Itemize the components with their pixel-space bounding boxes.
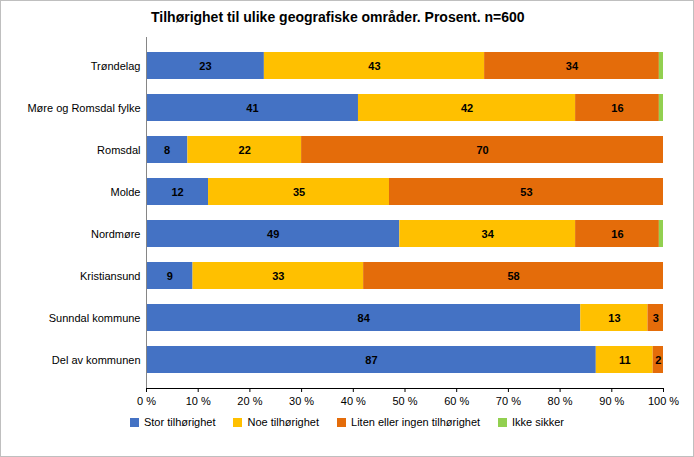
html-text:Tilhørighet til ulike geografi: Tilhørighet til ulike geografiske område… [151, 9, 525, 25]
svg-text:33: 33 [272, 270, 284, 282]
svg-text:42: 42 [461, 102, 473, 114]
html-text:Noe tilhørighet: Noe tilhørighet [247, 416, 319, 428]
svg-text:80 %: 80 % [548, 395, 573, 407]
svg-text:0 %: 0 % [137, 395, 156, 407]
svg-text:Trøndelag: Trøndelag [91, 60, 141, 72]
svg-text:90 %: 90 % [599, 395, 624, 407]
svg-text:84: 84 [358, 312, 371, 324]
svg-text:87: 87 [365, 354, 377, 366]
svg-text:9: 9 [167, 270, 173, 282]
svg-text:8: 8 [164, 144, 170, 156]
svg-text:3: 3 [653, 312, 659, 324]
svg-text:Del av kommunen: Del av kommunen [52, 354, 141, 366]
svg-text:49: 49 [267, 228, 279, 240]
svg-text:16: 16 [611, 102, 623, 114]
svg-text:2: 2 [655, 354, 661, 366]
svg-text:40 %: 40 % [341, 395, 366, 407]
svg-text:34: 34 [566, 60, 579, 72]
svg-text:23: 23 [199, 60, 211, 72]
svg-text:Møre og Romsdal fylke: Møre og Romsdal fylke [27, 102, 140, 114]
svg-text:Nordmøre: Nordmøre [91, 228, 141, 240]
svg-text:60 %: 60 % [444, 395, 469, 407]
html-text:Stor tilhørighet: Stor tilhørighet [144, 416, 216, 428]
svg-text:41: 41 [246, 102, 258, 114]
svg-text:34: 34 [482, 228, 495, 240]
svg-text:50 %: 50 % [392, 395, 417, 407]
html-text:Ikke sikker: Ikke sikker [512, 416, 564, 428]
svg-text:70 %: 70 % [496, 395, 521, 407]
svg-text:43: 43 [368, 60, 380, 72]
svg-text:Kristiansund: Kristiansund [80, 270, 141, 282]
svg-text:11: 11 [619, 354, 631, 366]
svg-text:58: 58 [507, 270, 519, 282]
svg-text:10 %: 10 % [186, 395, 211, 407]
svg-text:35: 35 [293, 186, 305, 198]
svg-text:Molde: Molde [111, 186, 141, 198]
svg-text:53: 53 [520, 186, 532, 198]
svg-text:12: 12 [171, 186, 183, 198]
html-text:Liten eller ingen tilhørighet: Liten eller ingen tilhørighet [351, 416, 481, 428]
svg-text:Sunndal kommune: Sunndal kommune [49, 312, 141, 324]
svg-text:Romsdal: Romsdal [97, 144, 140, 156]
svg-text:30 %: 30 % [289, 395, 314, 407]
svg-text:22: 22 [239, 144, 251, 156]
svg-text:20 %: 20 % [237, 395, 262, 407]
svg-text:100 %: 100 % [648, 395, 679, 407]
svg-text:13: 13 [608, 312, 620, 324]
svg-text:70: 70 [476, 144, 488, 156]
svg-text:16: 16 [611, 228, 623, 240]
